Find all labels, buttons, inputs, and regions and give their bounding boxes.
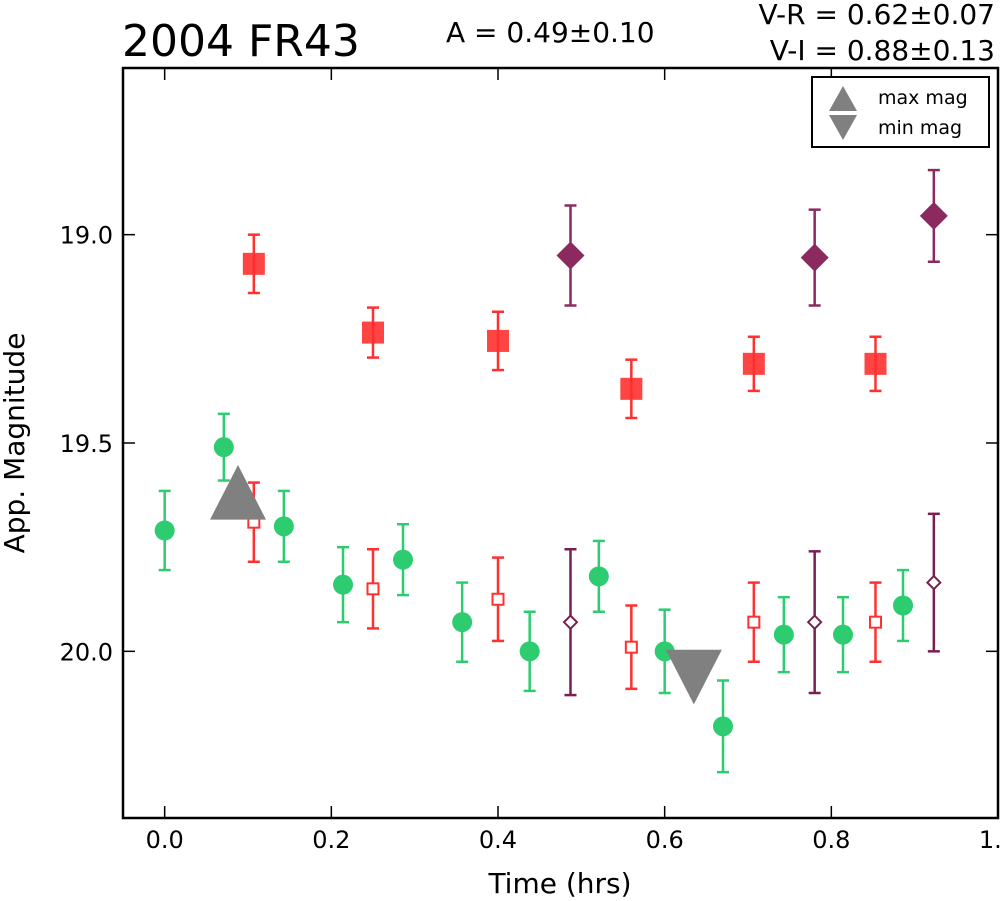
- series-purple-open-diamonds: [562, 512, 942, 697]
- data-point: [925, 574, 942, 591]
- vi-color-label: V-I = 0.88±0.13: [770, 34, 995, 67]
- max-mag-marker: [210, 465, 266, 520]
- x-tick-label: 0.0: [146, 826, 184, 854]
- y-tick-label: 19.0: [60, 222, 113, 250]
- data-point: [556, 241, 585, 270]
- data-point: [242, 252, 265, 275]
- y-tick-label: 19.5: [60, 430, 113, 458]
- legend-max-label: max mag: [878, 87, 968, 109]
- data-point: [747, 615, 761, 629]
- data-point: [620, 377, 643, 400]
- legend: max mag min mag: [811, 76, 990, 148]
- chart-title: 2004 FR43: [122, 16, 360, 67]
- data-point: [487, 329, 509, 352]
- data-point: [893, 595, 913, 616]
- data-point: [806, 614, 823, 631]
- data-point: [452, 612, 473, 633]
- series-purple-filled-diamonds: [556, 168, 948, 307]
- data-point: [519, 641, 540, 662]
- data-point: [833, 624, 853, 645]
- data-point: [273, 516, 294, 537]
- data-point: [562, 614, 579, 631]
- legend-max-marker-icon: [829, 86, 857, 111]
- x-tick-label: 0.4: [479, 826, 517, 854]
- y-axis-label: App. Magnitude: [0, 333, 31, 554]
- plot-frame: [121, 66, 1000, 820]
- x-tick-label: 1.0: [979, 826, 1000, 854]
- data-point: [800, 243, 829, 272]
- data-point: [773, 624, 794, 645]
- min-mag-marker: [665, 649, 722, 705]
- data-point: [393, 549, 413, 570]
- data-point: [333, 574, 353, 595]
- data-point: [366, 582, 380, 596]
- data-point: [213, 437, 234, 458]
- vr-color-label: V-R = 0.62±0.07: [759, 0, 995, 31]
- series-red-filled-squares: [242, 233, 887, 420]
- data-point: [154, 520, 175, 541]
- y-axis: 19.0 19.5 20.0: [60, 222, 998, 666]
- data-point: [919, 201, 948, 230]
- data-point: [869, 615, 882, 629]
- extreme-markers: [210, 465, 722, 705]
- data-point: [588, 566, 609, 587]
- plot-area: [154, 168, 948, 774]
- data-point: [624, 640, 638, 654]
- x-axis: 0.0 0.2 0.4 0.6 0.8 1.0: [146, 68, 1000, 854]
- data-point: [864, 352, 887, 375]
- x-tick-label: 0.8: [812, 826, 850, 854]
- data-point: [713, 716, 733, 737]
- y-tick-label: 20.0: [60, 638, 113, 666]
- legend-min-label: min mag: [878, 117, 962, 139]
- amplitude-label: A = 0.49±0.10: [446, 16, 655, 49]
- series-green-circles: [154, 412, 913, 774]
- legend-min-marker-icon: [829, 115, 857, 140]
- x-tick-label: 0.6: [646, 826, 684, 854]
- data-point: [742, 352, 765, 375]
- data-point: [491, 592, 505, 606]
- series-red-open-squares: [247, 481, 882, 691]
- x-axis-label: Time (hrs): [487, 867, 631, 900]
- x-tick-label: 0.2: [312, 826, 350, 854]
- data-point: [362, 321, 384, 344]
